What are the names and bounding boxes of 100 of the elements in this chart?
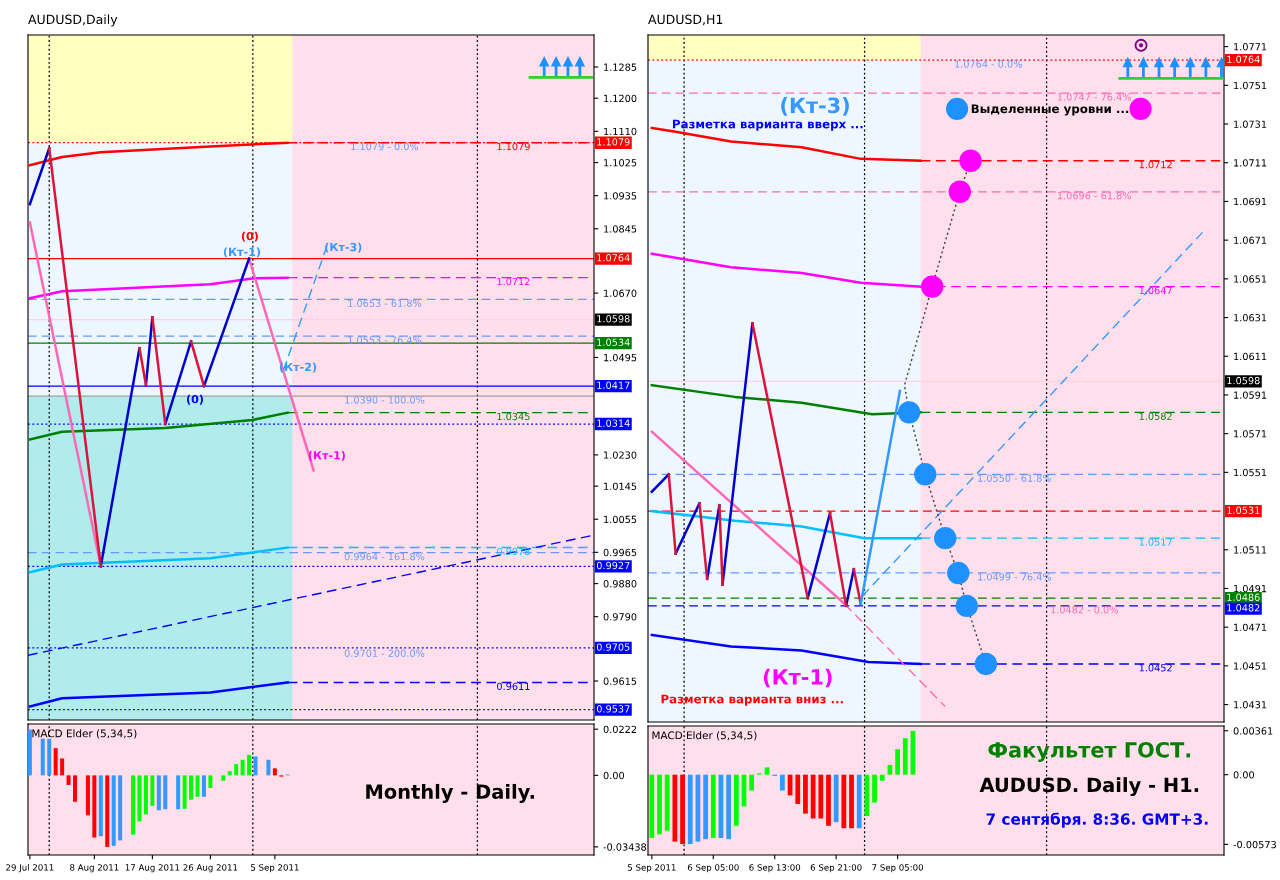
y-tick-label: 1.0055	[604, 515, 637, 524]
ref-line-label: 1.1079	[597, 138, 630, 146]
annotation: (0)	[241, 231, 258, 242]
annotation: 1.1079	[497, 142, 530, 151]
annotation: AUDUSD. Daily - H1.	[979, 777, 1199, 797]
y-tick-label: 1.0495	[604, 353, 637, 362]
y-tick-label: 1.0935	[604, 192, 637, 200]
ref-line-label: 1.0482	[1227, 604, 1260, 612]
x-tick-label: 29 Jul 2011	[6, 864, 54, 873]
annotation: Monthly - Daily.	[366, 783, 535, 803]
y-tick-label: 1.0671	[1234, 236, 1267, 244]
annotation: 1.0653 - 61.8%	[348, 299, 422, 307]
annotation: 1.0553 - 76.4%	[348, 336, 422, 344]
annotation: (0)	[186, 394, 203, 405]
ref-line-label: 1.0486	[1227, 593, 1260, 601]
ref-line-label: 1.0598	[1227, 376, 1260, 385]
y-tick-label: 1.0731	[1234, 120, 1267, 128]
x-tick-label: 6 Sep 05:00	[687, 864, 739, 873]
y-tick-label: 1.0591	[1234, 391, 1267, 399]
y-tick-label: 1.1285	[604, 63, 637, 71]
ref-line-label: 1.0764	[1227, 55, 1260, 63]
chart-title: AUDUSD,Daily	[28, 14, 118, 27]
ref-line-label: 0.9537	[596, 705, 630, 713]
ref-line-label: 1.0417	[597, 381, 630, 389]
ref-line-label: 1.0531	[1227, 506, 1260, 514]
ref-line-label: 1.0314	[597, 419, 630, 427]
y-tick-label: 1.1110	[604, 127, 637, 136]
annotation: (Кт-3)	[781, 97, 849, 116]
annotation: 1.0747 - 76.4%	[1057, 93, 1131, 101]
y-tick-label: 1.0711	[1234, 159, 1267, 167]
annotation: (Кт-1)	[763, 668, 832, 688]
annotation: 1.0499 - 76.4%	[978, 573, 1052, 581]
x-tick-label: 5 Sep 2011	[250, 864, 299, 873]
annotation: Факультет ГОСТ.	[988, 741, 1191, 762]
y-tick-label: 1.1200	[604, 94, 637, 103]
annotation: 1.0482 - 0.0%	[1051, 606, 1118, 614]
y-tick-label: 0.00	[1233, 771, 1255, 779]
y-tick-label: 0.00	[603, 771, 625, 780]
annotation: 1.0390 - 100.0%	[345, 396, 425, 404]
y-tick-label: 0.9790	[603, 613, 637, 621]
x-tick-label: 6 Sep 21:00	[810, 864, 862, 873]
annotation: 1.0345	[497, 412, 530, 421]
y-tick-label: 1.0631	[1234, 314, 1267, 322]
y-tick-label: 0.00361	[1233, 727, 1273, 735]
y-tick-label: 1.0845	[604, 225, 637, 233]
y-tick-label: 1.0511	[1234, 546, 1267, 554]
y-tick-label: 1.0751	[1234, 81, 1267, 90]
y-tick-label: 1.0571	[1234, 430, 1267, 438]
y-tick-label: 1.0651	[1234, 275, 1267, 283]
y-tick-label: 0.9615	[603, 677, 637, 685]
annotation: 1.0764 - 0.0%	[955, 60, 1022, 68]
y-tick-label: 1.0611	[1234, 352, 1267, 361]
chart-title: MACD Elder (5,34,5)	[652, 731, 757, 741]
chart-title: MACD Elder (5,34,5)	[32, 729, 137, 739]
x-tick-label: 26 Aug 2011	[183, 864, 238, 873]
annotation: 7 сентября. 8:36. GMT+3.	[986, 812, 1208, 828]
ref-line-label: 0.9705	[596, 643, 630, 651]
annotation: 1.0712	[1139, 160, 1172, 169]
annotation: (Кт-1)	[223, 247, 260, 258]
annotation: 1.0517	[1139, 538, 1172, 546]
y-tick-label: 1.0145	[604, 482, 637, 490]
y-tick-label: 1.0551	[1234, 468, 1267, 477]
y-tick-label: 0.9965	[603, 548, 637, 557]
ref-line-label: 1.0764	[597, 254, 630, 262]
annotation: (Кт-1)	[308, 450, 345, 461]
annotation: 1.0712	[497, 277, 530, 286]
annotation: 0.9611	[497, 682, 530, 691]
annotation: Разметка варианта вверх ...	[672, 119, 863, 131]
x-tick-label: 17 Aug 2011	[125, 864, 180, 873]
y-tick-label: -0.03438	[603, 843, 647, 851]
annotation: Разметка варианта вниз ...	[661, 694, 843, 706]
y-tick-label: 1.0451	[1234, 662, 1267, 670]
legend-label: Выделенные уровни ...	[971, 104, 1129, 116]
x-tick-label: 5 Sep 2011	[627, 864, 676, 873]
x-tick-label: 6 Sep 13:00	[749, 864, 801, 873]
y-tick-label: 1.0230	[604, 451, 637, 459]
annotation: 1.0696 - 61.8%	[1057, 191, 1131, 200]
annotation: 1.1079 - 0.0%	[351, 142, 419, 151]
y-tick-label: 1.0691	[1234, 197, 1267, 206]
y-tick-label: 0.9880	[603, 580, 637, 588]
chart-title: AUDUSD,H1	[648, 14, 723, 26]
y-tick-label: -0.00573	[1233, 840, 1276, 849]
annotation: 1.0550 - 61.8%	[978, 474, 1052, 482]
y-tick-label: 1.0491	[1234, 584, 1267, 593]
ref-line-label: 1.0534	[597, 338, 630, 346]
annotation: 0.9701 - 200.0%	[344, 649, 425, 657]
annotation: 1.0452	[1139, 664, 1172, 672]
ref-line-label: 1.0598	[597, 315, 630, 323]
y-tick-label: 1.1025	[604, 159, 637, 167]
x-tick-label: 8 Aug 2011	[70, 864, 119, 873]
annotation: 1.0582	[1139, 412, 1172, 420]
ref-line-label: 0.9927	[596, 561, 630, 570]
x-tick-label: 7 Sep 05:00	[872, 864, 924, 873]
y-tick-label: 1.0431	[1234, 701, 1267, 709]
y-tick-label: 1.0771	[1234, 43, 1267, 51]
annotation: (Кт-3)	[325, 242, 362, 253]
y-tick-label: 1.0670	[604, 289, 637, 297]
annotation: 0.9964 - 161.8%	[344, 552, 425, 561]
y-tick-label: 1.0471	[1234, 623, 1267, 632]
y-tick-label: 0.0222	[603, 725, 637, 734]
